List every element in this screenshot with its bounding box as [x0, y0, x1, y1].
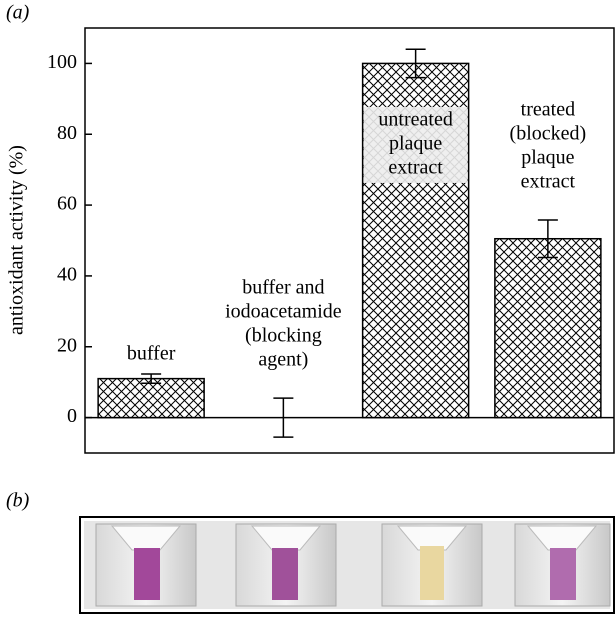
y-tick-label: 40 — [57, 264, 77, 286]
photo — [79, 516, 615, 614]
category-label: extract — [521, 171, 576, 193]
category-label: buffer — [127, 343, 176, 365]
y-axis-label: antioxidant activity (%) — [6, 145, 28, 335]
bar — [97, 377, 205, 419]
category-label: agent) — [258, 349, 308, 371]
label-background — [363, 107, 468, 183]
y-tick-label: 20 — [57, 334, 77, 356]
category-label: (blocked) — [510, 123, 587, 145]
bar — [494, 237, 602, 419]
category-label: plaque — [389, 133, 442, 155]
category-label: extract — [388, 157, 443, 179]
panel-label: (a) — [6, 2, 30, 24]
category-label: untreated — [378, 109, 452, 131]
plot-frame — [84, 27, 615, 454]
y-tick-label: 0 — [67, 405, 77, 427]
panel-label: (b) — [6, 490, 30, 512]
category-label: buffer and — [242, 277, 324, 299]
y-tick-label: 80 — [57, 122, 77, 144]
y-tick-label: 60 — [57, 193, 77, 215]
category-label: treated — [521, 99, 575, 121]
y-tick-label: 100 — [47, 51, 77, 73]
category-label: (blocking — [245, 325, 322, 347]
category-label: iodoacetamide — [225, 301, 342, 323]
plot-area: 0 20 40 60 80 100 buffer buffer andiodoacetamid… — [47, 48, 614, 438]
category-label: plaque — [521, 147, 574, 169]
